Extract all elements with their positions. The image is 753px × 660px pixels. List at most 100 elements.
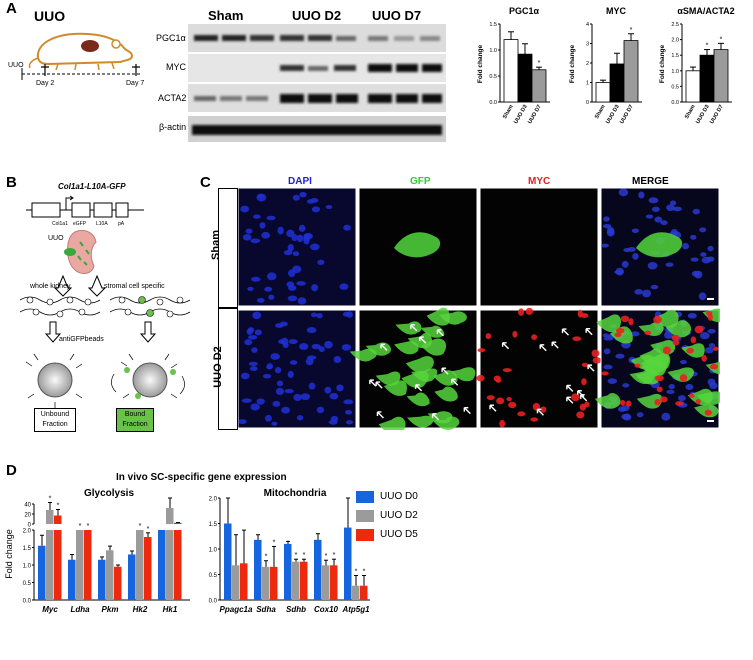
y-tick-label: 0 [586, 100, 589, 106]
bar-hk1-0 [158, 530, 166, 600]
nucleus [281, 406, 291, 414]
chart-title: Glycolysis [84, 488, 134, 499]
nucleus [292, 265, 302, 274]
bar-ldha-1 [76, 530, 84, 600]
nucleus [293, 393, 302, 401]
nucleus [631, 228, 640, 234]
nucleus [699, 227, 707, 233]
nucleus [336, 384, 344, 392]
nucleus [645, 214, 654, 219]
x-tick-label: UUO D7 [709, 104, 725, 125]
bar-sdha-1 [262, 566, 270, 600]
nucleus [257, 194, 264, 199]
nucleus [292, 251, 300, 257]
bound-fraction-box: Bound Fraction [116, 408, 154, 432]
bar-upper-myc-1 [46, 510, 54, 524]
arrow-marker [380, 343, 388, 351]
myc-nucleus [709, 363, 719, 370]
myc-nucleus [620, 399, 626, 406]
y-tick-label: 2.0 [209, 497, 218, 503]
significance-mark: * [49, 496, 52, 503]
nucleus [708, 343, 716, 348]
myc-nucleus [486, 395, 495, 401]
significance-mark: * [720, 36, 723, 43]
myc-nucleus [577, 309, 583, 318]
bar-uuo-d3 [609, 63, 625, 103]
gfp-cell [378, 416, 406, 430]
nucleus [296, 415, 304, 421]
bar-sdhb-0 [284, 543, 292, 600]
gfp-cell [665, 320, 692, 338]
arrow-marker [489, 404, 497, 412]
gfp-cell [406, 392, 430, 407]
nucleus [603, 348, 611, 355]
y-tick-label: 0 [28, 523, 32, 529]
y-tick-label: 1.0 [209, 548, 218, 554]
gfp-cell [395, 321, 422, 335]
nucleus [253, 214, 261, 219]
nucleus [665, 262, 674, 267]
nucleus [250, 403, 260, 411]
significance-mark: * [139, 523, 142, 530]
x-tick-label: Pkm [102, 605, 119, 614]
nucleus [264, 414, 272, 422]
myc-nucleus [518, 308, 525, 316]
nucleus [666, 204, 675, 212]
nucleus [602, 333, 609, 338]
legend-d: UUO D0 UUO D2 UUO D5 [356, 488, 446, 548]
nucleus [333, 355, 342, 364]
row-label-sham-box: Sham [210, 188, 238, 308]
nucleus [339, 283, 349, 290]
nucleus [250, 276, 261, 282]
bar-ppagc1a-1 [232, 565, 240, 600]
y-axis-label: Fold change [659, 44, 666, 83]
blot-group-sham: Sham [208, 8, 244, 23]
nucleus [246, 328, 253, 335]
myc-nucleus [706, 310, 713, 316]
myc-nucleus [506, 397, 512, 402]
myc-nucleus [591, 349, 600, 358]
nucleus [603, 364, 613, 370]
channel-label-gfp: GFP [410, 176, 431, 187]
channel-label-myc: MYC [528, 176, 551, 187]
nucleus [324, 386, 332, 394]
nucleus [267, 272, 277, 281]
myc-nucleus [660, 396, 668, 403]
y-tick-label: 2.5 [671, 22, 679, 28]
y-tick-label: 0.0 [671, 100, 679, 106]
panel-letter-b: B [6, 174, 17, 191]
myc-nucleus [695, 399, 701, 405]
myc-nucleus [625, 400, 632, 407]
y-axis-label: Fold change [4, 529, 14, 579]
x-tick-label: Sham [684, 104, 697, 120]
nucleus [275, 387, 285, 396]
nucleus [316, 406, 325, 414]
mouse-illustration [28, 32, 134, 71]
x-tick-label: Sham [594, 104, 607, 120]
nucleus [343, 224, 351, 231]
bar-pkm-2 [114, 566, 122, 600]
x-tick-label: UUO D7 [619, 104, 635, 125]
timeline-start-label: UUO [8, 62, 24, 69]
row-label-uuo-d2: UUO D2 [211, 346, 224, 388]
nucleus [690, 234, 697, 240]
bar-hk2-1 [136, 530, 144, 600]
myc-nucleus [701, 354, 707, 362]
y-tick-label: 0.5 [23, 581, 32, 587]
nucleus [307, 355, 317, 360]
nucleus [310, 312, 318, 318]
nucleus [669, 200, 677, 206]
nucleus [615, 353, 625, 359]
significance-mark: * [706, 43, 709, 50]
myc-nucleus [620, 315, 630, 323]
arrow-marker [451, 378, 459, 386]
myc-nucleus [690, 336, 697, 344]
uuo-label-b: UUO [48, 235, 64, 242]
arrow-marker [410, 324, 418, 332]
nucleus [678, 395, 686, 402]
gfp-cell [420, 325, 445, 338]
bar-ldha-0 [68, 559, 76, 600]
myc-nucleus [576, 411, 585, 419]
y-tick-label: 3 [586, 42, 589, 48]
